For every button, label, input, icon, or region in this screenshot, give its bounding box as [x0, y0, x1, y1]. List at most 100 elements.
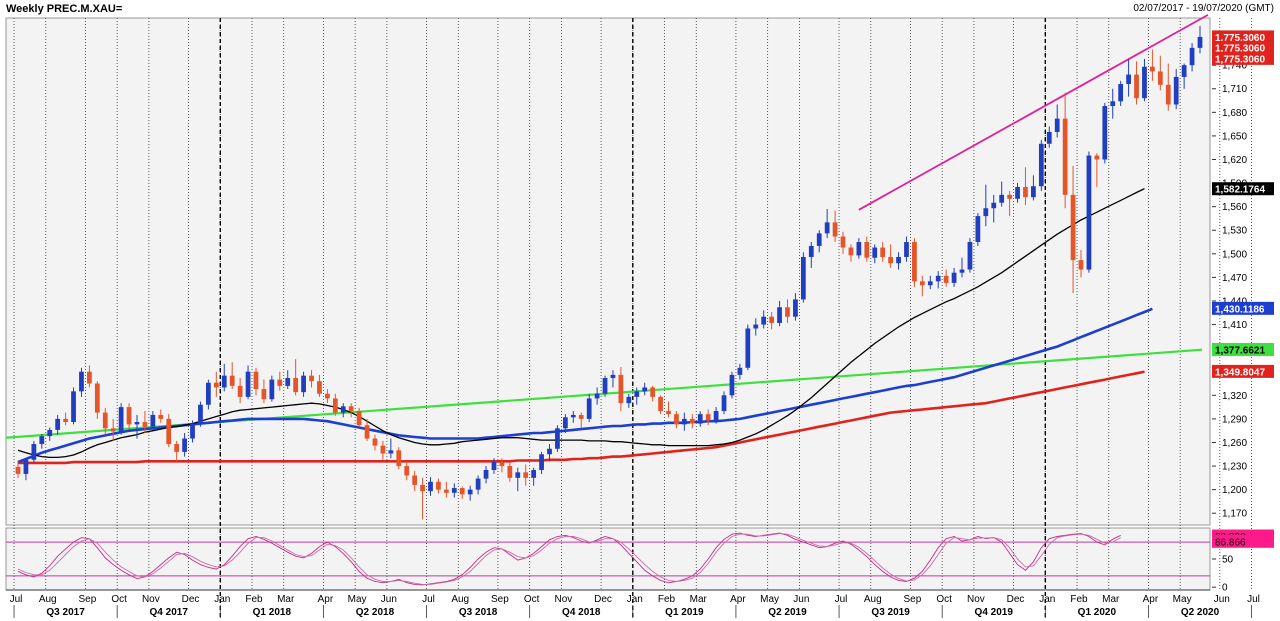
quarter-label: Q3 2019	[871, 607, 910, 618]
candle-body	[634, 391, 640, 397]
month-label: May	[1173, 594, 1192, 605]
candle-body	[864, 242, 870, 258]
candle-body	[904, 242, 909, 257]
price-tick-label: 1,170	[1222, 509, 1247, 520]
price-tick-label: 1,230	[1222, 462, 1247, 473]
candle-body	[832, 222, 838, 237]
candle-body	[79, 371, 84, 392]
candle-body	[309, 375, 314, 382]
candle-body	[451, 488, 457, 493]
candle-body	[594, 393, 600, 399]
candle-body	[332, 398, 338, 413]
candle-body	[412, 475, 418, 485]
month-label: Dec	[1007, 594, 1025, 605]
candle-body	[729, 374, 735, 396]
candle-body	[459, 488, 465, 495]
candle-body	[293, 378, 299, 393]
stoch-ticks: 0 50	[1212, 555, 1234, 594]
chart-date-range: 02/07/2017 - 19/07/2020 (GMT)	[1133, 3, 1274, 14]
candle-body	[134, 422, 140, 425]
quarter-label: Q2 2020	[1181, 607, 1220, 618]
candle-body	[213, 382, 219, 388]
month-label: Dec	[594, 594, 612, 605]
candle-body	[301, 375, 306, 393]
month-label: Aug	[451, 594, 469, 605]
month-label: Feb	[245, 594, 263, 605]
candle-body	[1070, 194, 1076, 261]
candle-body	[221, 375, 227, 388]
candle-body	[943, 275, 949, 283]
candle-body	[491, 462, 497, 470]
price-tick-label: 1,680	[1222, 108, 1247, 119]
candle-body	[436, 481, 441, 490]
candle-body	[848, 247, 854, 256]
price-label-box	[1212, 182, 1274, 196]
candle-body	[793, 299, 798, 317]
month-label: Oct	[936, 594, 952, 605]
stoch-value-labels: 89.89086.866	[1212, 529, 1274, 548]
month-label: Mar	[277, 594, 295, 605]
candle-body	[87, 371, 92, 384]
candle-body	[443, 489, 449, 493]
candle-body	[198, 404, 203, 424]
candle-body	[269, 379, 275, 400]
candle-body	[142, 422, 148, 427]
candle-body	[896, 256, 901, 264]
candle-body	[642, 387, 648, 392]
candle-body	[745, 328, 751, 368]
candle-body	[253, 371, 259, 390]
candle-body	[507, 466, 513, 478]
candle-body	[47, 429, 53, 437]
month-label: Jun	[793, 594, 809, 605]
candle-body	[824, 222, 830, 234]
candle-body	[888, 256, 893, 264]
candle-body	[1054, 118, 1060, 132]
quarter-labels: Q3 2017 Q4 2017 Q1 2018 Q2 2018 Q3 2018 Q4 20…	[46, 607, 1219, 618]
candle-body	[110, 428, 116, 432]
price-label-box	[1212, 51, 1274, 65]
candle-body	[959, 269, 965, 273]
candle-body	[285, 378, 291, 386]
quarter-label: Q3 2018	[459, 607, 498, 618]
candle-body	[174, 444, 180, 452]
month-label: Jan	[627, 594, 643, 605]
candle-body	[1078, 260, 1084, 270]
candle-body	[428, 481, 433, 492]
candle-body	[531, 469, 537, 478]
candle-body	[1094, 155, 1100, 160]
candle-body	[1197, 36, 1203, 48]
quarter-label: Q4 2018	[562, 607, 601, 618]
candle-body	[206, 382, 211, 405]
month-label: Sep	[904, 594, 922, 605]
price-tick-label: 1,650	[1222, 131, 1247, 142]
candle-body	[840, 236, 846, 248]
candle-body	[578, 414, 584, 419]
month-label: Sep	[491, 594, 509, 605]
candle-body	[1062, 118, 1068, 195]
candle-body	[380, 445, 386, 454]
candle-body	[697, 414, 703, 424]
candle-body	[808, 245, 814, 257]
price-tick-label: 1,410	[1222, 320, 1247, 331]
candle-body	[935, 275, 941, 282]
candle-body	[1102, 106, 1108, 160]
stoch-label-box	[1212, 534, 1274, 548]
chart-title: Weekly PREC.M.XAU=	[6, 3, 123, 15]
candle-body	[562, 417, 568, 429]
candle-body	[1038, 143, 1044, 187]
price-tick-label: 1,500	[1222, 249, 1247, 260]
month-label: Mar	[1102, 594, 1120, 605]
candle-body	[1173, 76, 1179, 105]
candle-body	[317, 381, 322, 394]
month-label: Jun	[381, 594, 397, 605]
candle-body	[721, 395, 727, 412]
candle-body	[1150, 66, 1155, 72]
month-label: Apr	[1143, 594, 1159, 605]
candle-body	[483, 469, 489, 479]
candle-body	[1023, 187, 1028, 198]
candle-body	[388, 450, 394, 454]
quarter-label: Q4 2017	[150, 607, 189, 618]
candle-body	[499, 462, 505, 467]
quarter-label: Q2 2019	[768, 607, 807, 618]
